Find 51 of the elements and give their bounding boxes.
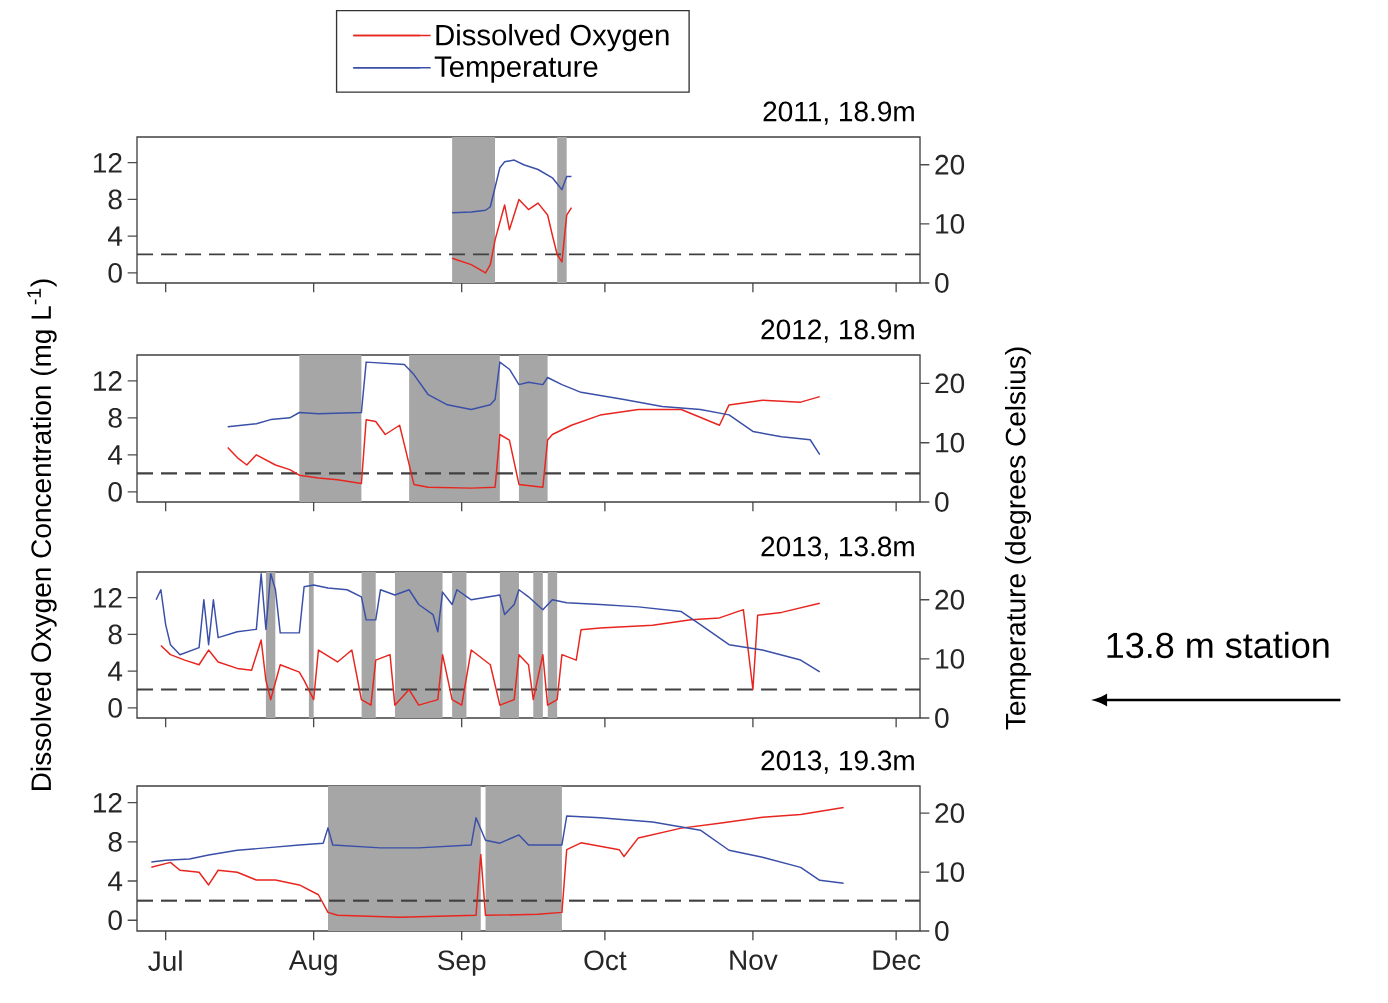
y2-tick-label: 10 bbox=[936, 862, 965, 882]
y-tick-label: 8 bbox=[108, 189, 122, 210]
y2-tick-label: 0 bbox=[935, 492, 949, 512]
line-series bbox=[226, 395, 821, 489]
y2-tick-label: 20 bbox=[935, 803, 965, 824]
x-tick-label: Aug bbox=[288, 950, 337, 976]
y-tick-label: 12 bbox=[93, 792, 122, 813]
y-tick-label: 0 bbox=[108, 697, 122, 718]
y-tick-label: 8 bbox=[108, 624, 122, 645]
line-series bbox=[160, 602, 821, 706]
y-tick-label: 4 bbox=[108, 661, 123, 681]
y2-tick-label: 10 bbox=[936, 432, 965, 453]
x-tick-label: Nov bbox=[730, 950, 778, 970]
y-tick-label: 0 bbox=[108, 481, 122, 502]
line-series bbox=[451, 159, 573, 214]
y-tick-label: 12 bbox=[93, 587, 122, 608]
chart-title: 2011, 18.9m bbox=[763, 101, 914, 125]
y-tick-label: 8 bbox=[108, 831, 122, 852]
y2-tick-label: 20 bbox=[935, 373, 965, 394]
y-tick-label: 0 bbox=[108, 910, 122, 931]
line-series bbox=[451, 198, 573, 274]
y-tick-label: 12 bbox=[93, 152, 122, 173]
chart-title: 2012, 18.9m bbox=[761, 319, 914, 343]
x-tick-label: Oct bbox=[584, 950, 627, 971]
y-axis-title: Dissolved Oxygen Concentration (mg L$^{-1}$) bbox=[27, 279, 57, 790]
y2-tick-label: 20 bbox=[935, 589, 965, 610]
x-tick-label: Dec bbox=[873, 950, 921, 970]
chart-title: 2013, 19.3m bbox=[761, 750, 914, 774]
y-tick-label: 12 bbox=[93, 371, 122, 391]
y2-axis-title: Temperature (degrees Celsius) bbox=[1004, 347, 1032, 730]
y2-tick-label: 0 bbox=[935, 273, 949, 293]
legend-label: Temperature bbox=[434, 56, 598, 83]
y2-tick-label: 10 bbox=[936, 213, 965, 234]
chart-title: 2013, 13.8m bbox=[761, 536, 914, 560]
y2-tick-label: 0 bbox=[935, 921, 949, 941]
line-series bbox=[155, 573, 821, 673]
y-tick-label: 8 bbox=[108, 407, 122, 428]
x-tick-label: Jul bbox=[148, 950, 182, 971]
legend-label: Dissolved Oxygen bbox=[436, 23, 669, 52]
y-tick-label: 4 bbox=[108, 871, 123, 891]
text: 13.8 m station bbox=[1107, 631, 1329, 659]
line-series bbox=[150, 806, 845, 919]
x-tick-label: Sep bbox=[438, 950, 486, 976]
y-tick-label: 0 bbox=[108, 262, 122, 283]
y2-tick-label: 20 bbox=[935, 154, 965, 175]
y-tick-label: 4 bbox=[108, 226, 123, 246]
y2-tick-label: 10 bbox=[936, 648, 965, 669]
y-tick-label: 4 bbox=[108, 445, 123, 465]
line-series bbox=[150, 815, 845, 884]
y2-tick-label: 0 bbox=[935, 708, 949, 728]
line-series bbox=[226, 361, 821, 456]
